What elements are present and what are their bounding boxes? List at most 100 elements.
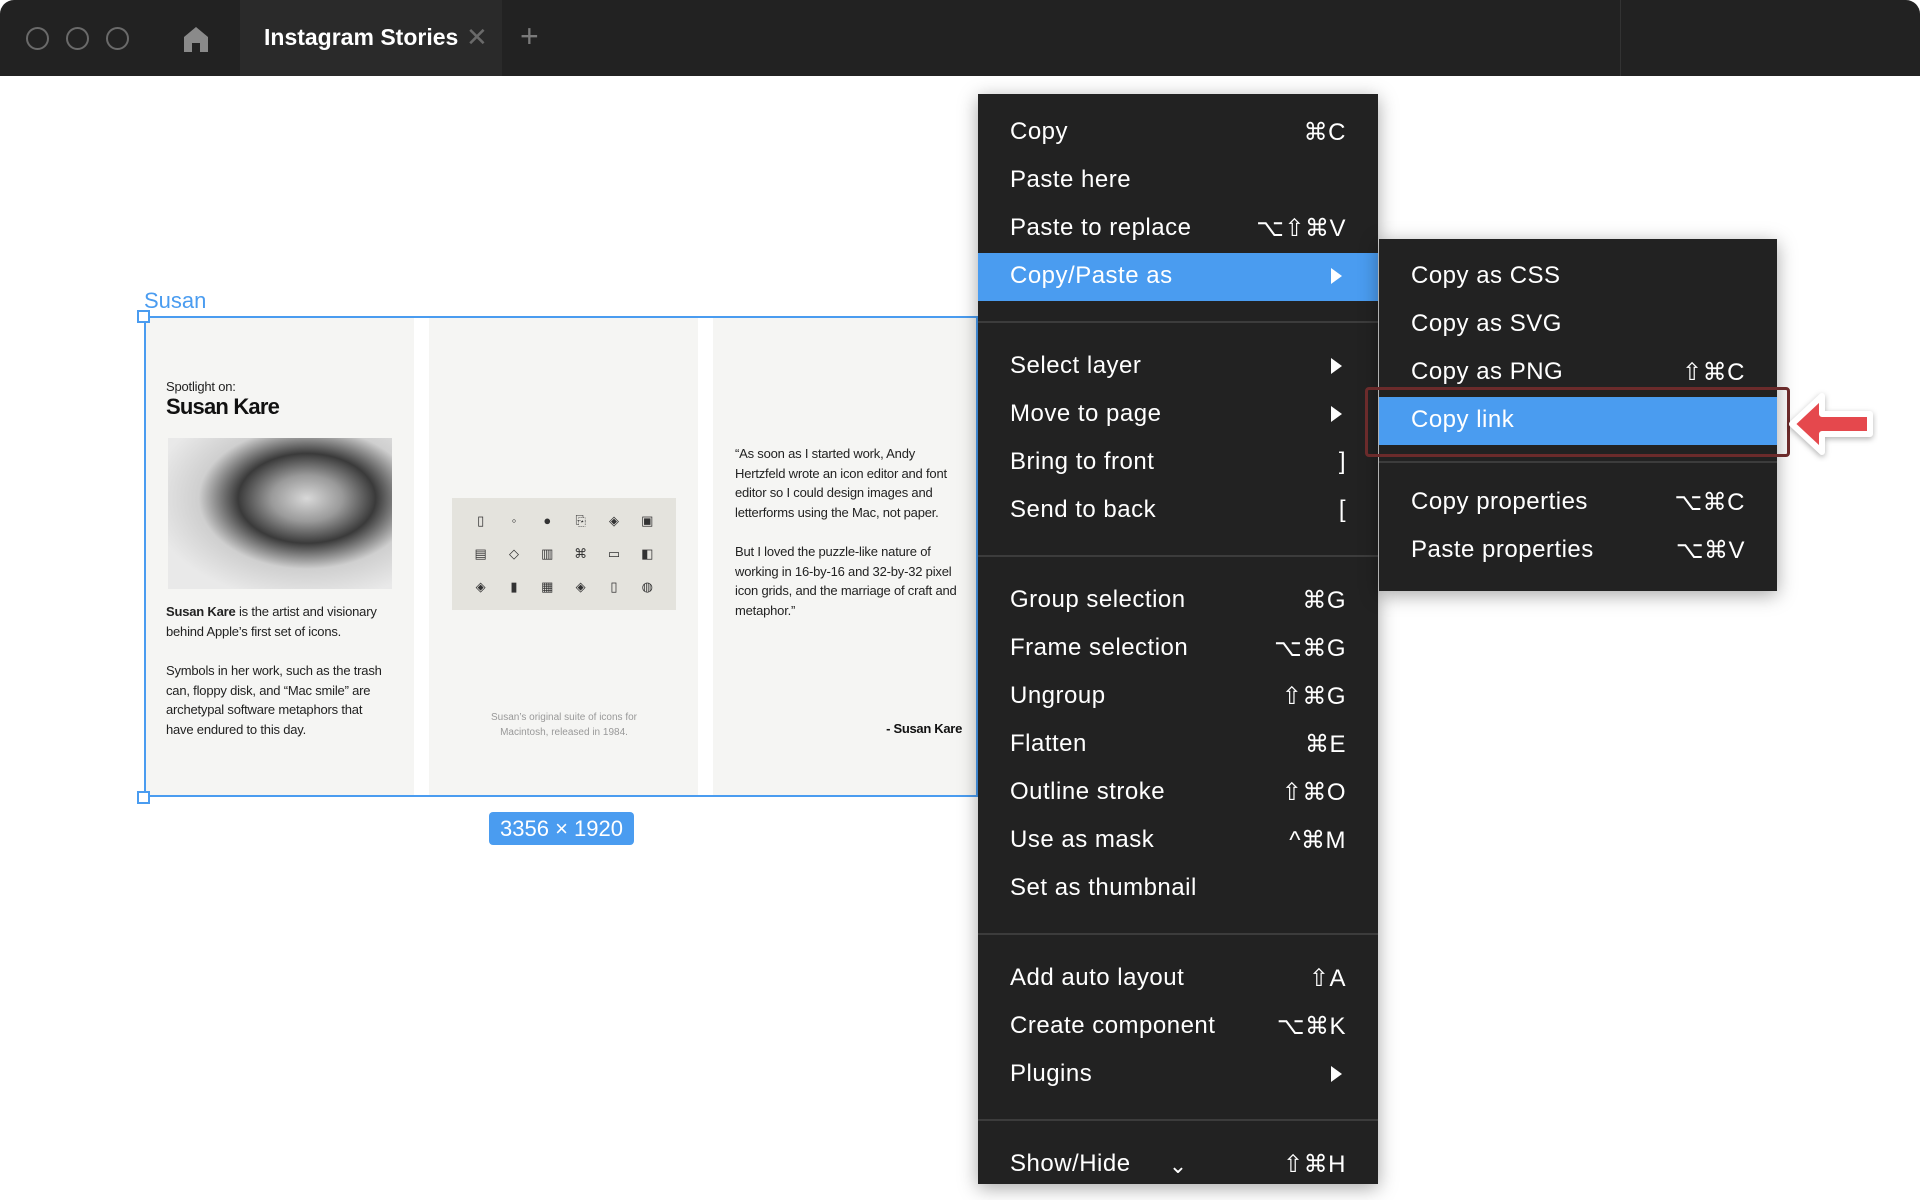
bold-name: Susan Kare	[166, 604, 236, 619]
menu-item-copy-properties[interactable]: Copy properties ⌥⌘C	[1379, 479, 1777, 527]
menu-item-copy-as-svg[interactable]: Copy as SVG	[1379, 301, 1777, 349]
icon-grid: ▯ ◦ ● ⎘ ◈ ▣ ▤ ◇ ▥ ⌘ ▭ ◧ ◈ ▮ ▦ ◈ ▯ ◍	[452, 498, 676, 610]
mac-icon: ◍	[641, 579, 653, 595]
resize-handle-bottom-left[interactable]	[137, 791, 150, 804]
dimensions-badge: 3356 × 1920	[489, 812, 634, 845]
zoom-window-button[interactable]	[106, 27, 129, 50]
menu-item-label: Frame selection	[1010, 634, 1189, 661]
menu-item-label: Paste to replace	[1010, 214, 1192, 241]
menu-item-create-component[interactable]: Create component ⌥⌘K	[978, 1003, 1378, 1051]
menu-item-use-as-mask[interactable]: Use as mask ^⌘M	[978, 817, 1378, 865]
menu-item-frame-selection[interactable]: Frame selection ⌥⌘G	[978, 625, 1378, 673]
submenu-arrow-icon	[1331, 406, 1342, 422]
tab-instagram-stories[interactable]: Instagram Stories ✕	[240, 0, 502, 76]
menu-item-shortcut: ^⌘M	[1289, 827, 1346, 854]
menu-item-label: Copy	[1010, 118, 1069, 145]
menu-item-ungroup[interactable]: Ungroup ⇧⌘G	[978, 673, 1378, 721]
tab-close-icon[interactable]: ✕	[466, 22, 488, 52]
menu-item-shortcut: ⇧⌘C	[1682, 359, 1745, 386]
submenu-arrow-icon	[1331, 268, 1342, 284]
menu-item-select-layer[interactable]: Select layer	[978, 343, 1378, 391]
menu-item-copy-paste-as[interactable]: Copy/Paste as	[978, 253, 1378, 301]
story-panel-3[interactable]: “As soon as I started work, Andy Hertzfe…	[713, 318, 976, 795]
mac-icon: ▭	[607, 545, 621, 561]
menu-item-label: Outline stroke	[1010, 778, 1166, 805]
menu-item-paste-here[interactable]: Paste here	[978, 157, 1378, 205]
menu-item-label: Copy as PNG	[1411, 358, 1564, 385]
menu-item-label: Set as thumbnail	[1010, 874, 1197, 901]
menu-item-copy-as-png[interactable]: Copy as PNG ⇧⌘C	[1379, 349, 1777, 397]
menu-item-label: Add auto layout	[1010, 964, 1185, 991]
menu-separator	[978, 933, 1378, 935]
mac-icon: ●	[543, 513, 552, 529]
menu-item-plugins[interactable]: Plugins	[978, 1051, 1378, 1099]
menu-item-shortcut: ⌘C	[1303, 119, 1346, 146]
mac-icon: ▤	[474, 545, 487, 561]
menu-separator	[978, 1119, 1378, 1121]
menu-item-add-auto-layout[interactable]: Add auto layout ⇧A	[978, 955, 1378, 1003]
menu-item-label: Copy link	[1411, 406, 1515, 433]
menu-item-move-to-page[interactable]: Move to page	[978, 391, 1378, 439]
portrait-photo	[168, 438, 392, 589]
menu-item-shortcut: ⌥⇧⌘V	[1256, 215, 1346, 242]
mac-icon: ◈	[575, 579, 586, 595]
menu-item-shortcut: ⌘G	[1302, 587, 1346, 614]
mac-icon: ▣	[641, 512, 654, 528]
copy-paste-as-submenu: Copy as CSS Copy as SVG Copy as PNG ⇧⌘C Copy…	[1379, 239, 1777, 591]
menu-item-send-to-back[interactable]: Send to back [	[978, 487, 1378, 535]
menu-item-shortcut: ⌥⌘G	[1274, 635, 1346, 662]
menu-item-label: Flatten	[1010, 730, 1087, 757]
submenu-arrow-icon	[1331, 1066, 1342, 1082]
menu-item-set-as-thumbnail[interactable]: Set as thumbnail	[978, 865, 1378, 913]
menu-item-label: Show/Hide	[1010, 1150, 1131, 1177]
menu-item-label: Move to page	[1010, 400, 1162, 427]
menu-item-shortcut: ⌥⌘K	[1276, 1013, 1346, 1040]
menu-item-copy[interactable]: Copy ⌘C	[978, 109, 1378, 157]
spotlight-kicker: Spotlight on:	[166, 379, 236, 394]
menu-item-paste-properties[interactable]: Paste properties ⌥⌘V	[1379, 527, 1777, 575]
menu-item-group-selection[interactable]: Group selection ⌘G	[978, 577, 1378, 625]
menu-item-label: Paste properties	[1411, 536, 1594, 563]
resize-handle-top-left[interactable]	[137, 310, 150, 323]
mac-icon: ◧	[641, 545, 654, 561]
menu-item-shortcut: ⇧⌘G	[1281, 683, 1346, 710]
menu-item-flatten[interactable]: Flatten ⌘E	[978, 721, 1378, 769]
menu-item-copy-as-css[interactable]: Copy as CSS	[1379, 253, 1777, 301]
menu-item-label: Copy properties	[1411, 488, 1588, 515]
menu-item-label: Use as mask	[1010, 826, 1155, 853]
mac-icon: ◈	[475, 579, 486, 595]
menu-item-label: Copy as CSS	[1411, 262, 1561, 289]
panel1-paragraph1: Susan Kare is the artist and visionary b…	[166, 602, 391, 641]
mac-icon: ⎘	[575, 512, 586, 528]
menu-item-label: Ungroup	[1010, 682, 1106, 709]
menu-item-label: Bring to front	[1010, 448, 1155, 475]
new-tab-button[interactable]: +	[520, 18, 539, 54]
mac-icon: ▯	[610, 579, 618, 595]
menu-item-bring-to-front[interactable]: Bring to front]	[978, 439, 1378, 487]
scroll-more-chevron-icon[interactable]: ⌄	[1168, 1153, 1188, 1178]
menu-item-shortcut: ⇧⌘O	[1281, 779, 1346, 806]
mac-icon: ⌘	[574, 545, 588, 561]
menu-item-label: Select layer	[1010, 352, 1142, 379]
annotation-arrow-icon	[1789, 393, 1873, 455]
menu-item-paste-to-replace[interactable]: Paste to replace ⌥⇧⌘V	[978, 205, 1378, 253]
selection-frame[interactable]	[144, 316, 978, 797]
annotation-highlight-box	[1365, 387, 1790, 457]
submenu-arrow-icon	[1331, 358, 1342, 374]
menu-item-label: Copy/Paste as	[1010, 262, 1173, 289]
quote-paragraph-1: “As soon as I started work, Andy Hertzfe…	[735, 446, 947, 520]
menu-item-copy-link[interactable]: Copy link	[1379, 397, 1777, 445]
quote-paragraph-2: But I loved the puzzle-like nature of wo…	[735, 544, 957, 618]
menu-item-shortcut: [	[1338, 496, 1346, 523]
minimize-window-button[interactable]	[66, 27, 89, 50]
menu-item-outline-stroke[interactable]: Outline stroke ⇧⌘O	[978, 769, 1378, 817]
home-icon[interactable]	[182, 25, 210, 53]
close-window-button[interactable]	[26, 27, 49, 50]
para1-text: is the artist and visionary behind Apple…	[166, 604, 377, 639]
frame-name-label[interactable]: Susan	[144, 288, 207, 313]
menu-separator	[978, 555, 1378, 557]
panel1-paragraph2: Symbols in her work, such as the trash c…	[166, 663, 382, 737]
context-menu: ⌄ Copy ⌘C Paste here Paste to replace ⌥⇧⌘V Co…	[978, 94, 1378, 1184]
mac-icon: ▮	[510, 579, 518, 595]
menu-item-show-hide[interactable]: Show/Hide ⇧⌘H	[978, 1141, 1378, 1189]
